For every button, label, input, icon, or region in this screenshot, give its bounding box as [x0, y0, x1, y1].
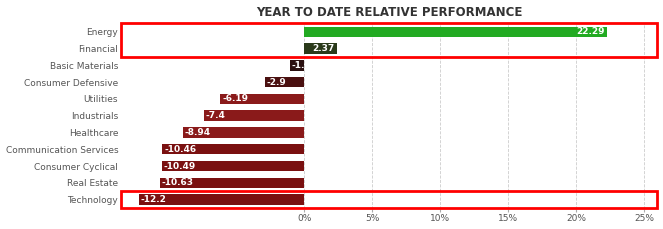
- Bar: [121, 191, 658, 208]
- Bar: [160, 178, 304, 188]
- Bar: [220, 94, 304, 104]
- Text: 22.29: 22.29: [577, 27, 605, 36]
- Text: -8.94: -8.94: [185, 128, 211, 137]
- Text: 2.37: 2.37: [312, 44, 334, 53]
- Bar: [304, 27, 607, 37]
- Bar: [139, 194, 304, 205]
- Text: -12.2: -12.2: [141, 195, 166, 204]
- Bar: [162, 144, 304, 155]
- Bar: [265, 77, 304, 87]
- Text: -6.19: -6.19: [222, 94, 248, 104]
- Text: -10.46: -10.46: [164, 145, 196, 154]
- Bar: [162, 161, 304, 171]
- Bar: [183, 127, 304, 138]
- Text: -2.9: -2.9: [267, 78, 286, 87]
- Text: -10.49: -10.49: [164, 162, 196, 171]
- Title: YEAR TO DATE RELATIVE PERFORMANCE: YEAR TO DATE RELATIVE PERFORMANCE: [256, 5, 522, 19]
- Bar: [204, 110, 304, 121]
- Bar: [304, 43, 337, 54]
- Text: -1.08: -1.08: [292, 61, 318, 70]
- Bar: [290, 60, 304, 71]
- Bar: [121, 23, 658, 57]
- Text: -10.63: -10.63: [162, 178, 194, 187]
- Text: -7.4: -7.4: [206, 111, 225, 120]
